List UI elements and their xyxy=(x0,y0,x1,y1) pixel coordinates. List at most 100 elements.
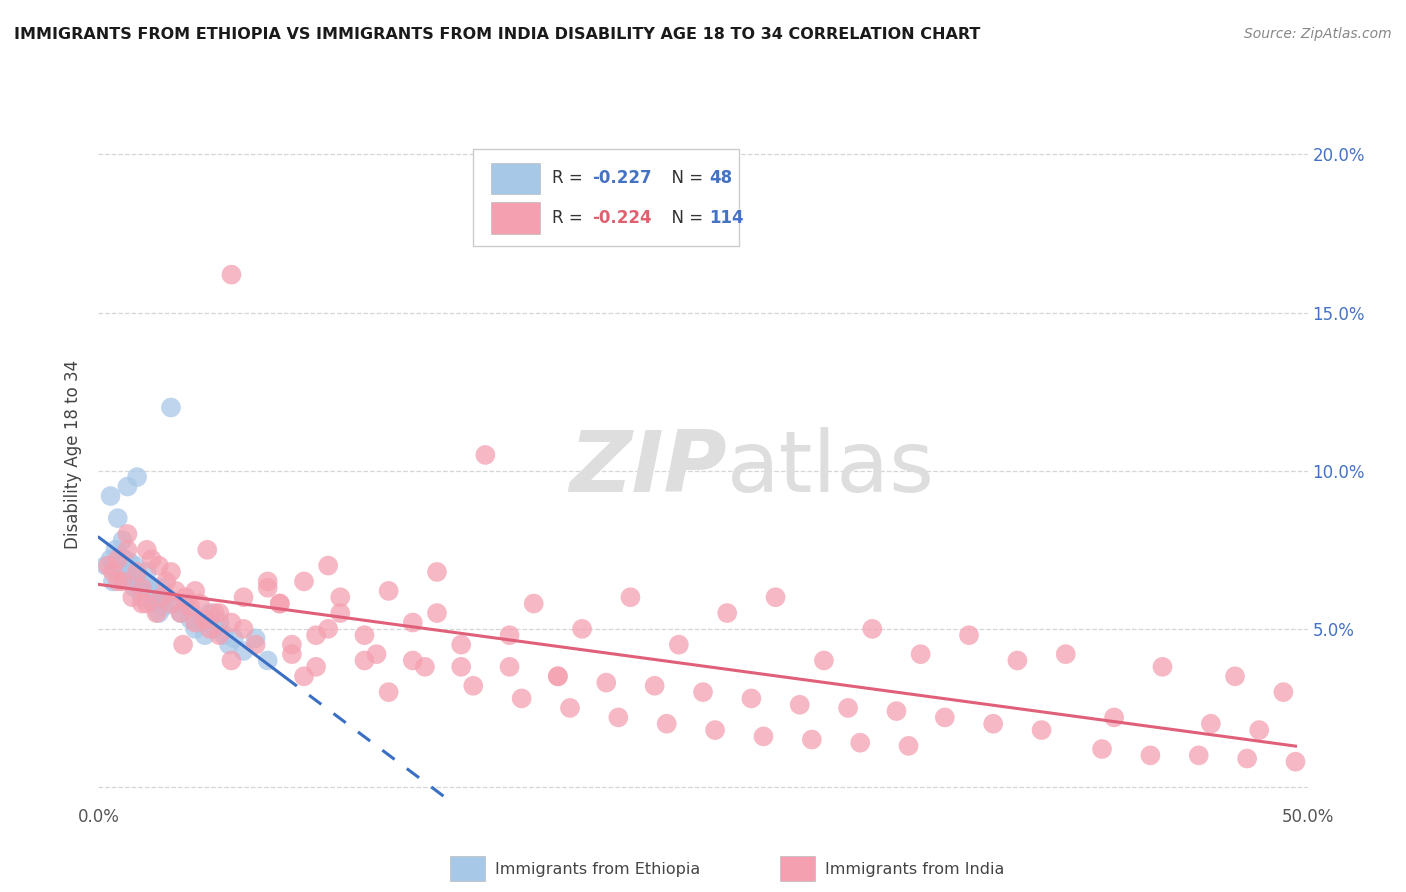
Point xyxy=(547,669,569,683)
Point xyxy=(127,470,149,484)
Point xyxy=(184,615,207,630)
Point xyxy=(135,542,157,557)
Point xyxy=(131,597,153,611)
Point xyxy=(292,669,315,683)
Point xyxy=(221,615,243,630)
Point xyxy=(169,606,191,620)
Point xyxy=(957,628,980,642)
Point xyxy=(107,574,129,589)
Point xyxy=(1272,685,1295,699)
Point xyxy=(141,583,163,598)
Point xyxy=(143,597,166,611)
Point xyxy=(1223,669,1246,683)
Point xyxy=(101,574,124,589)
Point xyxy=(108,549,131,563)
FancyBboxPatch shape xyxy=(492,202,540,234)
Point xyxy=(1091,742,1114,756)
Point xyxy=(174,591,197,605)
Point xyxy=(160,597,183,611)
Point xyxy=(837,701,859,715)
Point xyxy=(221,653,243,667)
Point xyxy=(281,638,304,652)
Point xyxy=(910,647,932,661)
Point xyxy=(179,599,201,614)
Point xyxy=(402,615,425,630)
Point xyxy=(366,647,388,661)
Point xyxy=(111,571,134,585)
Point xyxy=(426,565,449,579)
Point xyxy=(402,653,425,667)
Point xyxy=(160,401,183,415)
Point xyxy=(104,542,127,557)
Point xyxy=(353,628,375,642)
Point xyxy=(107,565,129,579)
Point xyxy=(377,685,399,699)
Point xyxy=(124,558,146,573)
Point xyxy=(498,628,520,642)
Point xyxy=(463,679,485,693)
Point xyxy=(329,591,352,605)
Point xyxy=(145,606,167,620)
Point xyxy=(138,577,160,591)
Point xyxy=(208,606,231,620)
Point xyxy=(245,638,267,652)
Point xyxy=(198,606,221,620)
Point xyxy=(644,679,666,693)
Point xyxy=(860,622,883,636)
Point xyxy=(184,622,207,636)
Point xyxy=(668,638,690,652)
Text: atlas: atlas xyxy=(727,427,935,510)
Point xyxy=(377,583,399,598)
Point xyxy=(765,591,787,605)
Point xyxy=(305,660,328,674)
Point xyxy=(281,647,304,661)
Point xyxy=(134,574,156,589)
Point xyxy=(172,638,194,652)
Point xyxy=(426,606,449,620)
Point xyxy=(222,632,245,646)
Point xyxy=(849,736,872,750)
Point xyxy=(897,739,920,753)
Text: Immigrants from India: Immigrants from India xyxy=(825,863,1005,877)
Point xyxy=(329,606,352,620)
Point xyxy=(127,568,149,582)
Point xyxy=(655,716,678,731)
Text: N =: N = xyxy=(661,169,709,187)
Point xyxy=(413,660,436,674)
Point xyxy=(165,583,187,598)
Point xyxy=(886,704,908,718)
Text: Immigrants from Ethiopia: Immigrants from Ethiopia xyxy=(495,863,700,877)
Point xyxy=(184,583,207,598)
Point xyxy=(107,511,129,525)
Point xyxy=(1188,748,1211,763)
Point xyxy=(121,574,143,589)
Point xyxy=(160,565,183,579)
Point xyxy=(117,562,139,576)
Point xyxy=(221,268,243,282)
Point xyxy=(740,691,762,706)
Point xyxy=(523,597,546,611)
Point xyxy=(595,675,617,690)
Point xyxy=(1054,647,1077,661)
Point xyxy=(752,730,775,744)
Point xyxy=(1249,723,1271,737)
Text: N =: N = xyxy=(661,210,709,227)
Point xyxy=(474,448,496,462)
Point xyxy=(256,653,278,667)
Point xyxy=(704,723,727,737)
Point xyxy=(131,591,153,605)
Point xyxy=(212,628,235,642)
Point xyxy=(165,597,187,611)
Point xyxy=(316,558,339,573)
Point xyxy=(208,615,231,630)
Point xyxy=(269,597,291,611)
Point xyxy=(981,716,1004,731)
Point xyxy=(547,669,569,683)
Point xyxy=(127,565,149,579)
Point xyxy=(208,628,231,642)
Point xyxy=(135,565,157,579)
Point xyxy=(148,558,170,573)
Point xyxy=(117,479,139,493)
Point xyxy=(1236,751,1258,765)
Point xyxy=(256,581,278,595)
